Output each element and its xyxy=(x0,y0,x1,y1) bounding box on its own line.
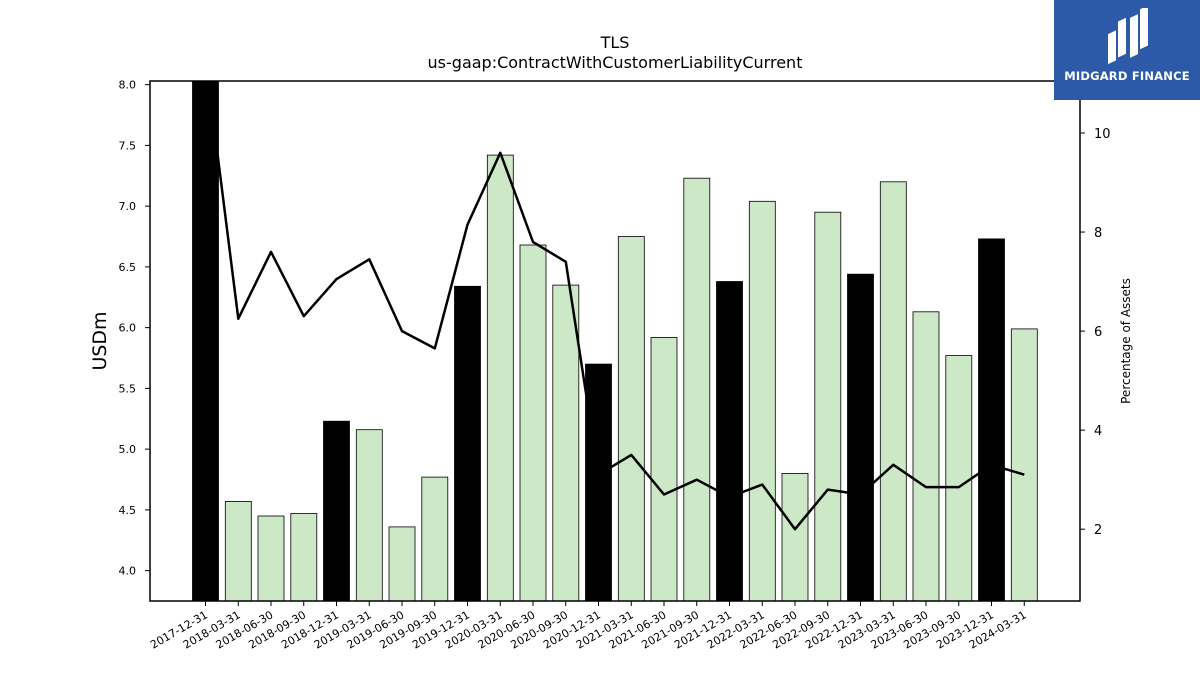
bar xyxy=(683,177,711,601)
bar xyxy=(781,472,809,601)
bar xyxy=(552,284,580,601)
y-right-tick-label: 4 xyxy=(1094,424,1102,439)
bar xyxy=(421,476,449,601)
y-tick-label: 7.5 xyxy=(119,139,137,152)
bar xyxy=(486,154,514,601)
y-tick-label: 7.0 xyxy=(119,200,137,213)
bar xyxy=(355,429,383,601)
line-layer xyxy=(207,81,1025,531)
series-line xyxy=(207,81,1025,531)
bar xyxy=(519,244,547,601)
y-axis-right-label: Percentage of Assets xyxy=(1119,278,1133,404)
y-tick-label: 5.5 xyxy=(119,382,137,395)
bar xyxy=(257,515,285,601)
y-right-tick-label: 8 xyxy=(1094,226,1102,241)
bar xyxy=(323,420,350,601)
bar xyxy=(454,285,481,601)
y-right-tick-label: 2 xyxy=(1094,523,1102,538)
bar xyxy=(847,273,874,601)
bar xyxy=(879,181,907,601)
bar xyxy=(650,336,678,601)
y-right-tick-label: 6 xyxy=(1094,325,1102,340)
brand-logo: MIDGARD FINANCE xyxy=(1054,0,1200,100)
chart-title: TLS xyxy=(600,33,630,52)
bars-layer xyxy=(192,81,1038,601)
bar xyxy=(748,200,776,601)
bar xyxy=(290,513,318,601)
bar xyxy=(224,500,252,601)
bar xyxy=(617,236,645,601)
chart-subtitle: us-gaap:ContractWithCustomerLiabilityCur… xyxy=(428,53,803,72)
bar xyxy=(1010,328,1038,601)
y-tick-label: 6.0 xyxy=(119,322,137,335)
logo-text: MIDGARD FINANCE xyxy=(1064,69,1190,83)
bar xyxy=(388,526,416,601)
y-tick-label: 6.5 xyxy=(119,261,137,274)
bar xyxy=(814,211,842,601)
bar xyxy=(716,281,743,601)
logo-mark-icon xyxy=(1108,8,1148,65)
bar xyxy=(978,238,1005,601)
y-right-tick-label: 10 xyxy=(1094,127,1111,142)
bar xyxy=(192,81,219,601)
y-tick-label: 5.0 xyxy=(119,443,137,456)
y-tick-label: 4.5 xyxy=(119,504,137,517)
y-axis-label: USDm xyxy=(89,311,111,370)
bar xyxy=(945,355,973,601)
bar xyxy=(585,363,612,601)
y-tick-label: 4.0 xyxy=(119,565,137,578)
bar xyxy=(912,311,940,601)
plot-frame xyxy=(149,80,1081,602)
y-tick-label: 8.0 xyxy=(119,79,137,92)
